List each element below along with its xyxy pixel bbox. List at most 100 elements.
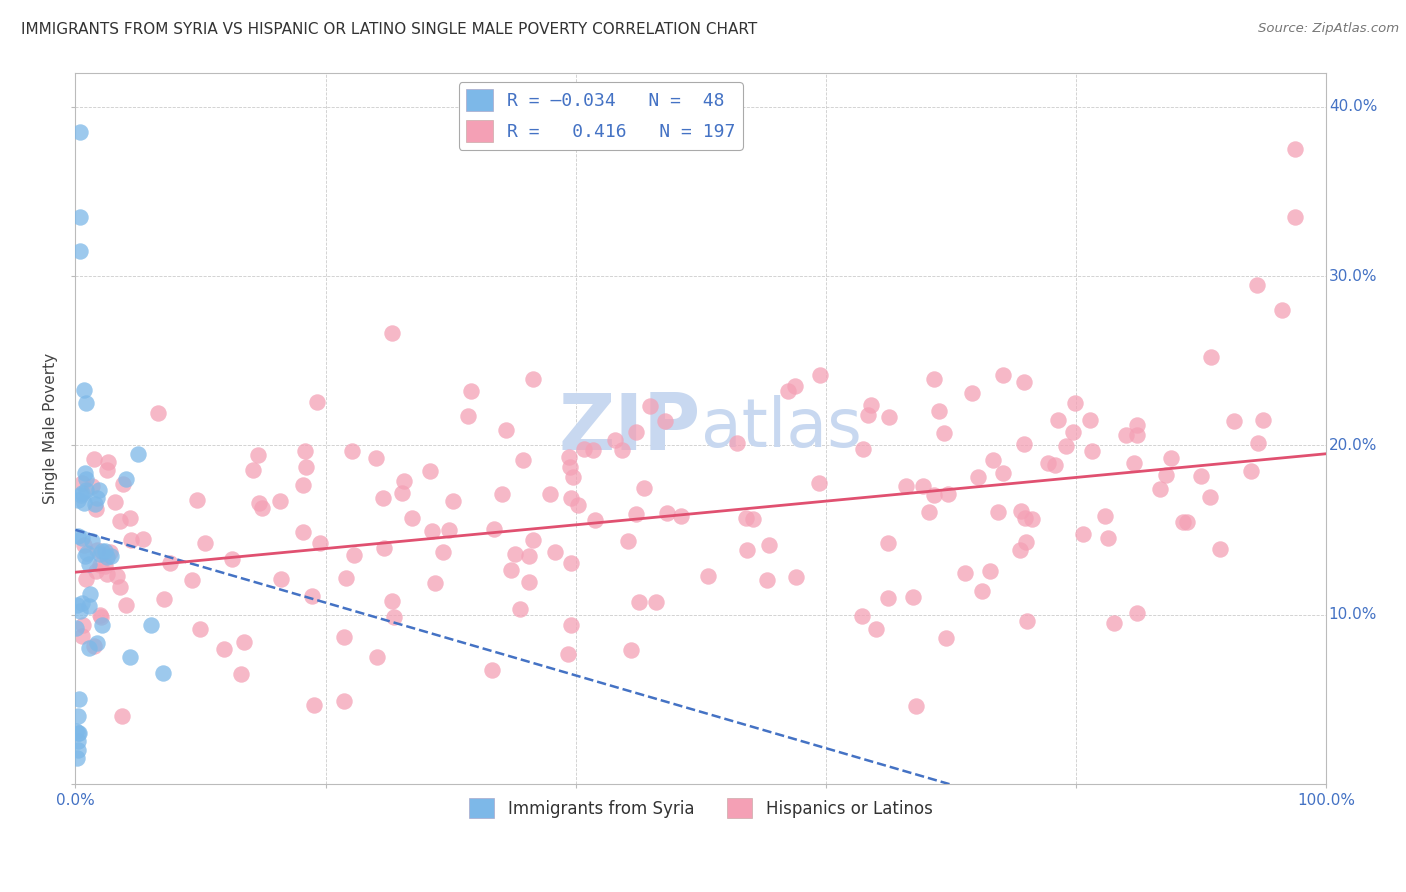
Point xyxy=(394,475,416,489)
Point xyxy=(373,491,395,505)
Point xyxy=(1010,504,1032,518)
Point xyxy=(560,618,582,632)
Point xyxy=(1014,535,1036,549)
Text: atlas: atlas xyxy=(700,395,862,461)
Point xyxy=(1247,436,1270,450)
Point xyxy=(865,623,887,637)
Point xyxy=(877,536,900,550)
Point xyxy=(935,631,957,645)
Point xyxy=(98,545,121,559)
Point xyxy=(65,621,87,635)
Point xyxy=(1209,541,1232,556)
Point xyxy=(437,523,460,537)
Point xyxy=(877,591,900,606)
Point xyxy=(912,479,935,493)
Point xyxy=(1021,512,1043,526)
Point xyxy=(77,641,100,656)
Point xyxy=(491,487,513,501)
Point xyxy=(294,460,316,475)
Point xyxy=(671,509,693,524)
Text: 20.0%: 20.0% xyxy=(1329,438,1376,453)
Point xyxy=(270,572,292,586)
Point xyxy=(620,643,643,657)
Point xyxy=(924,488,946,502)
Point xyxy=(66,734,89,748)
Point xyxy=(1071,527,1094,541)
Point xyxy=(851,609,873,624)
Point xyxy=(558,450,581,464)
Point xyxy=(111,477,134,491)
Point xyxy=(1097,531,1119,545)
Point xyxy=(1080,443,1102,458)
Legend: Immigrants from Syria, Hispanics or Latinos: Immigrants from Syria, Hispanics or Lati… xyxy=(463,791,939,825)
Point xyxy=(221,552,243,566)
Point xyxy=(159,556,181,570)
Point xyxy=(86,636,108,650)
Point xyxy=(783,379,806,393)
Text: ZIP: ZIP xyxy=(558,391,700,467)
Point xyxy=(561,470,583,484)
Point xyxy=(305,395,328,409)
Point xyxy=(633,481,655,495)
Point xyxy=(979,564,1001,578)
Point xyxy=(1149,482,1171,496)
Point xyxy=(108,580,131,594)
Point xyxy=(1122,456,1144,470)
Point xyxy=(1126,428,1149,442)
Point xyxy=(856,409,879,423)
Point xyxy=(1047,413,1070,427)
Point xyxy=(84,497,107,511)
Point xyxy=(76,546,98,560)
Point xyxy=(517,549,540,563)
Point xyxy=(382,610,405,624)
Point xyxy=(120,649,142,664)
Point xyxy=(1189,469,1212,483)
Point xyxy=(924,371,946,385)
Point xyxy=(697,569,720,583)
Point xyxy=(69,488,91,502)
Point xyxy=(75,395,97,409)
Point xyxy=(725,436,748,450)
Point xyxy=(894,478,917,492)
Point xyxy=(75,549,97,563)
Point xyxy=(567,499,589,513)
Point xyxy=(481,663,503,677)
Point xyxy=(343,548,366,562)
Point xyxy=(918,505,941,519)
Point xyxy=(457,409,479,423)
Point xyxy=(953,566,976,580)
Point xyxy=(1201,350,1223,364)
Point xyxy=(626,507,648,521)
Point xyxy=(194,535,217,549)
Point xyxy=(152,666,174,681)
Point xyxy=(96,462,118,476)
Point xyxy=(80,479,103,493)
Point xyxy=(77,557,100,571)
Point xyxy=(1043,458,1066,472)
Point xyxy=(127,447,149,461)
Point xyxy=(1284,210,1306,224)
Point xyxy=(1246,277,1268,292)
Point xyxy=(294,443,316,458)
Point xyxy=(503,547,526,561)
Point xyxy=(96,550,118,565)
Point xyxy=(73,383,96,397)
Point xyxy=(70,486,93,500)
Point xyxy=(90,618,112,632)
Point xyxy=(755,573,778,587)
Point xyxy=(423,575,446,590)
Point xyxy=(560,556,582,570)
Point xyxy=(1125,417,1147,432)
Point xyxy=(69,210,91,224)
Point xyxy=(100,549,122,564)
Point xyxy=(1078,413,1101,427)
Point xyxy=(993,368,1015,382)
Point xyxy=(89,547,111,561)
Point xyxy=(1094,509,1116,524)
Point xyxy=(139,618,162,632)
Point xyxy=(269,494,291,508)
Point xyxy=(482,523,505,537)
Point xyxy=(1199,490,1222,504)
Point xyxy=(97,455,120,469)
Point xyxy=(852,442,875,456)
